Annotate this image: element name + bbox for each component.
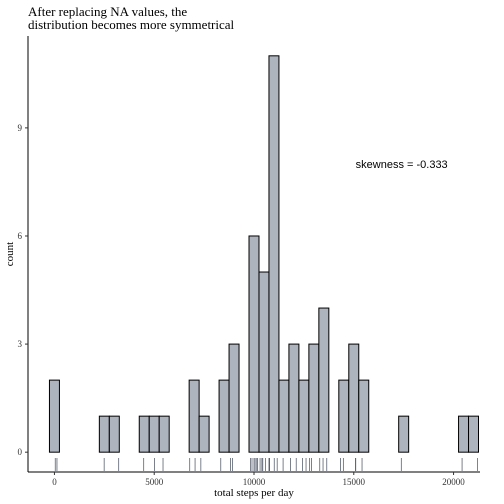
bar bbox=[288, 343, 300, 453]
bar bbox=[258, 271, 270, 453]
bar bbox=[348, 343, 360, 453]
bar bbox=[468, 415, 480, 453]
bar bbox=[358, 379, 370, 453]
bar bbox=[48, 379, 60, 453]
bar bbox=[158, 415, 170, 453]
chart-title-line: After replacing NA values, the bbox=[28, 4, 187, 19]
bar bbox=[338, 379, 350, 453]
bar bbox=[188, 379, 200, 453]
y-tick-label: 9 bbox=[18, 123, 23, 133]
bar bbox=[398, 415, 410, 453]
chart-title-line: distribution becomes more symmetrical bbox=[28, 17, 235, 32]
annotation: skewness = -0.333 bbox=[356, 159, 448, 171]
y-tick-label: 3 bbox=[18, 339, 23, 349]
x-tick-label: 5000 bbox=[145, 477, 164, 487]
x-tick-label: 20000 bbox=[442, 477, 465, 487]
bar bbox=[228, 343, 240, 453]
bar bbox=[138, 415, 150, 453]
bar bbox=[308, 343, 320, 453]
x-axis-title: total steps per day bbox=[214, 487, 294, 499]
bar bbox=[318, 307, 330, 453]
bar bbox=[98, 415, 110, 453]
bar bbox=[108, 415, 120, 453]
bar bbox=[198, 415, 210, 453]
x-tick-label: 10000 bbox=[243, 477, 266, 487]
x-tick-label: 0 bbox=[52, 477, 57, 487]
y-tick-label: 0 bbox=[18, 447, 23, 457]
bar bbox=[248, 235, 260, 453]
x-tick-label: 15000 bbox=[343, 477, 366, 487]
bar bbox=[278, 379, 290, 453]
bar bbox=[268, 55, 280, 453]
bar bbox=[298, 379, 310, 453]
bar bbox=[148, 415, 160, 453]
bar bbox=[458, 415, 470, 453]
y-axis-title: count bbox=[4, 242, 16, 266]
bar bbox=[218, 379, 230, 453]
y-tick-label: 6 bbox=[18, 231, 23, 241]
